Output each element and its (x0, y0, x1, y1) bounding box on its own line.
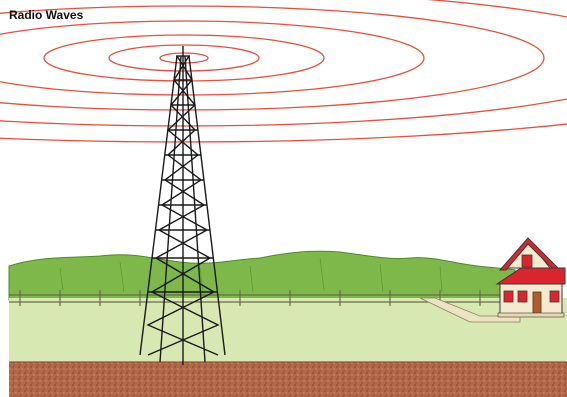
fence (9, 290, 505, 306)
radio-wave-ring (0, 5, 545, 111)
radio-wave-ring (0, 20, 425, 96)
soil-layer (9, 362, 567, 397)
radio-tower-icon (139, 46, 226, 365)
radio-wave-rings (0, 0, 567, 143)
radio-wave-ring (43, 34, 325, 82)
radio-wave-ring (108, 44, 260, 72)
hills (8, 250, 516, 301)
grass-field (9, 298, 567, 364)
hill-texture (59, 257, 443, 294)
radio-wave-ring (159, 52, 209, 64)
radio-wave-ring (0, 0, 567, 127)
diagram-title: Radio Waves (9, 8, 84, 22)
radio-wave-ring (0, 123, 567, 143)
farm-house-icon (495, 237, 566, 318)
